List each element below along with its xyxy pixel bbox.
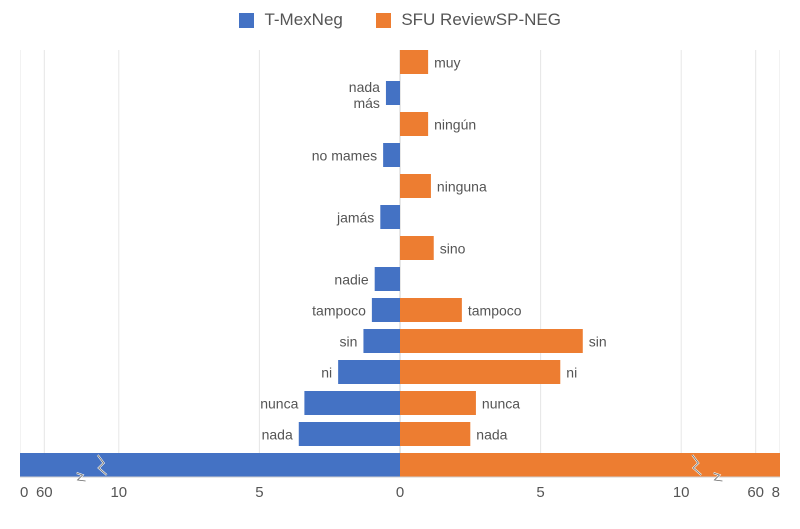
legend-label-left: T-MexNeg — [264, 10, 342, 29]
legend-label-right: SFU ReviewSP-NEG — [401, 10, 561, 29]
bar-left — [299, 422, 400, 446]
bar-left — [375, 267, 400, 291]
bar-label-left: nadie — [334, 271, 368, 287]
bar-right — [400, 236, 434, 260]
legend: T-MexNeg SFU ReviewSP-NEG — [0, 10, 800, 30]
bar-label-left: más — [353, 95, 379, 111]
bar-label-right: nada — [476, 426, 507, 442]
bar-right — [400, 329, 583, 353]
bar-label-right: sino — [440, 240, 466, 256]
bar-label-left: ni — [321, 364, 332, 380]
legend-item-left: T-MexNeg — [239, 10, 348, 29]
bar-right — [400, 360, 560, 384]
x-tick-label: 80 — [772, 484, 780, 501]
bar-label-left: sin — [340, 333, 358, 349]
bar-left — [383, 143, 400, 167]
bar-left — [338, 360, 400, 384]
x-tick-label: 5 — [255, 484, 263, 501]
legend-swatch-right — [376, 13, 391, 28]
bar-label-left: tampoco — [312, 302, 366, 318]
x-tick-label: 60 — [747, 484, 764, 501]
x-tick-label: 60 — [36, 484, 53, 501]
bar-label-left: no mames — [312, 147, 377, 163]
bar-label-left: nunca — [260, 395, 298, 411]
bar-label-right: ningún — [434, 116, 476, 132]
bar-right — [400, 50, 428, 74]
bar-left — [372, 298, 400, 322]
plot-area: muynadamásningúnno mamesningunajamássino… — [20, 44, 780, 496]
bar-right — [400, 298, 462, 322]
bar-left — [380, 205, 400, 229]
bar-label-right: nunca — [482, 395, 520, 411]
chart-container: T-MexNeg SFU ReviewSP-NEG muynadamásning… — [0, 0, 800, 529]
bar-label-right: tampoco — [468, 302, 522, 318]
x-tick-label: 0 — [396, 484, 404, 501]
bar-right — [400, 174, 431, 198]
bar-left — [363, 329, 400, 353]
bar-label-left: jamás — [336, 209, 374, 225]
bar-left — [386, 81, 400, 105]
bar-label-left: nada — [262, 426, 293, 442]
x-tick-label: 10 — [673, 484, 690, 501]
bar-label-right: ni — [566, 364, 577, 380]
bar-right — [400, 422, 470, 446]
bar-label-right: muy — [434, 54, 460, 70]
bar-right — [400, 391, 476, 415]
bar-right — [400, 453, 780, 477]
bar-label-right: ninguna — [437, 178, 487, 194]
bar-right — [400, 112, 428, 136]
legend-item-right: SFU ReviewSP-NEG — [376, 10, 561, 29]
chart-svg: muynadamásningúnno mamesningunajamássino… — [20, 44, 780, 524]
bar-left — [304, 391, 400, 415]
x-tick-label: 80 — [20, 484, 28, 501]
bar-label-left: nada — [349, 79, 380, 95]
legend-swatch-left — [239, 13, 254, 28]
x-tick-label: 10 — [110, 484, 127, 501]
bar-label-right: sin — [589, 333, 607, 349]
x-tick-label: 5 — [536, 484, 544, 501]
